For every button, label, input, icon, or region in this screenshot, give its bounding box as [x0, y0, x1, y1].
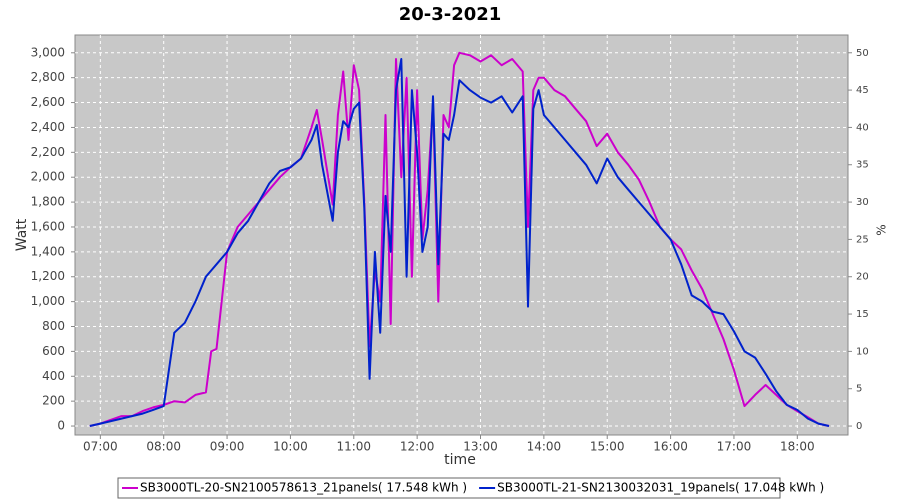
y2-tick-label: 40: [856, 122, 869, 133]
y-tick-label: 2,600: [31, 95, 65, 109]
y2-axis-label: %: [875, 224, 889, 235]
y-tick-label: 600: [42, 344, 65, 358]
y-axis-label: Watt: [14, 218, 30, 251]
series-line: [89, 58, 830, 427]
y-tick-label: 1,000: [31, 294, 65, 308]
series-line: [89, 51, 830, 427]
y-tick-label: 2,000: [31, 170, 65, 184]
x-tick-label: 15:00: [590, 440, 625, 454]
chart-title: 20-3-2021: [399, 4, 502, 25]
x-tick-label: 11:00: [336, 440, 371, 454]
y2-tick-label: 30: [856, 197, 869, 208]
x-tick-label: 12:00: [400, 440, 435, 454]
y-tick-label: 1,600: [31, 219, 65, 233]
plot-area: [74, 34, 849, 436]
y2-tick-label: 0: [856, 421, 862, 432]
y2-tick-label: 15: [856, 309, 869, 320]
y2-tick-label: 45: [856, 85, 869, 96]
y-tick-label: 1,200: [31, 269, 65, 283]
y-tick-label: 2,400: [31, 120, 65, 134]
y2-tick-label: 35: [856, 160, 869, 171]
x-tick-label: 09:00: [210, 440, 245, 454]
x-tick-label: 16:00: [653, 440, 688, 454]
x-tick-label: 18:00: [780, 440, 815, 454]
y-tick-label: 400: [42, 369, 65, 383]
legend-box: [117, 477, 781, 499]
y-tick-label: 0: [57, 419, 65, 433]
y-tick-label: 2,800: [31, 70, 65, 84]
y2-tick-label: 20: [856, 272, 869, 283]
y2-tick-label: 25: [856, 234, 869, 245]
y-tick-label: 2,200: [31, 145, 65, 159]
y-tick-label: 1,800: [31, 195, 65, 209]
x-tick-label: 08:00: [146, 440, 181, 454]
x-tick-label: 17:00: [717, 440, 752, 454]
y2-tick-label: 5: [856, 384, 862, 395]
y-tick-label: 200: [42, 394, 65, 408]
y-tick-label: 3,000: [31, 45, 65, 59]
x-tick-label: 13:00: [463, 440, 498, 454]
x-tick-label: 07:00: [83, 440, 118, 454]
y2-tick-label: 50: [856, 48, 869, 59]
x-tick-label: 10:00: [273, 440, 308, 454]
y2-tick-label: 10: [856, 346, 869, 357]
legend-label: SB3000TL-21-SN2130032031_19panels( 17.04…: [497, 481, 824, 495]
y-tick-label: 800: [42, 319, 65, 333]
x-axis-label: time: [444, 452, 476, 468]
y-tick-label: 1,400: [31, 244, 65, 258]
x-tick-label: 14:00: [527, 440, 562, 454]
legend-label: SB3000TL-20-SN2100578613_21panels( 17.54…: [140, 481, 467, 495]
